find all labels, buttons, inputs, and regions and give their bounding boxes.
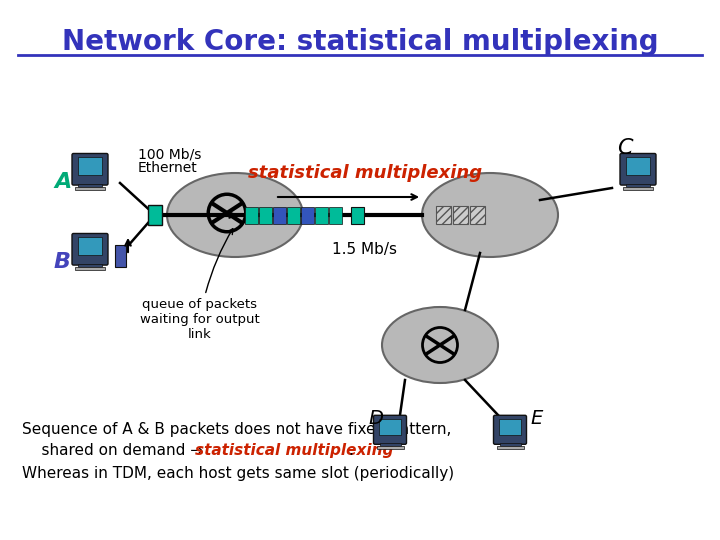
Text: 100 Mb/s: 100 Mb/s xyxy=(138,147,202,161)
Bar xyxy=(626,157,650,175)
Bar xyxy=(379,419,401,435)
Bar xyxy=(377,446,403,449)
Text: Whereas in TDM, each host gets same slot (periodically): Whereas in TDM, each host gets same slot… xyxy=(22,466,454,481)
Bar xyxy=(329,206,342,224)
Bar xyxy=(245,206,258,224)
Bar xyxy=(78,184,102,187)
Bar xyxy=(379,443,400,446)
Bar xyxy=(623,187,653,190)
Text: shared on demand →: shared on demand → xyxy=(22,443,208,458)
Ellipse shape xyxy=(422,173,558,257)
FancyBboxPatch shape xyxy=(620,153,656,185)
Bar xyxy=(78,264,102,267)
Bar xyxy=(75,187,105,190)
Text: 1.5 Mb/s: 1.5 Mb/s xyxy=(333,242,397,257)
Text: statistical multiplexing: statistical multiplexing xyxy=(248,164,482,182)
Text: D: D xyxy=(368,408,383,428)
Ellipse shape xyxy=(382,307,498,383)
Text: statistical multiplexing: statistical multiplexing xyxy=(195,443,393,458)
Bar xyxy=(469,206,485,224)
Bar xyxy=(499,419,521,435)
Bar xyxy=(148,205,162,225)
Text: E: E xyxy=(530,408,542,428)
FancyBboxPatch shape xyxy=(72,153,108,185)
Text: Sequence of A & B packets does not have fixed pattern,: Sequence of A & B packets does not have … xyxy=(22,422,451,437)
Bar xyxy=(497,446,523,449)
Bar xyxy=(78,157,102,175)
Text: .: . xyxy=(348,443,353,458)
Bar xyxy=(287,206,300,224)
Bar xyxy=(259,206,272,224)
Bar xyxy=(626,184,649,187)
FancyBboxPatch shape xyxy=(374,415,407,444)
Bar xyxy=(75,267,105,270)
Bar xyxy=(500,443,521,446)
Bar xyxy=(436,206,451,224)
FancyBboxPatch shape xyxy=(72,233,108,265)
Bar xyxy=(351,206,364,224)
Bar xyxy=(115,245,126,267)
Text: Ethernet: Ethernet xyxy=(138,161,198,175)
Bar xyxy=(78,237,102,255)
FancyBboxPatch shape xyxy=(493,415,526,444)
Text: B: B xyxy=(54,252,71,272)
Ellipse shape xyxy=(167,173,303,257)
Bar xyxy=(301,206,314,224)
Text: Network Core: statistical multiplexing: Network Core: statistical multiplexing xyxy=(62,28,658,56)
Text: C: C xyxy=(617,138,632,158)
Bar xyxy=(452,206,467,224)
Bar xyxy=(273,206,286,224)
Bar xyxy=(315,206,328,224)
Text: A: A xyxy=(54,172,71,192)
Text: queue of packets
waiting for output
link: queue of packets waiting for output link xyxy=(140,229,260,341)
